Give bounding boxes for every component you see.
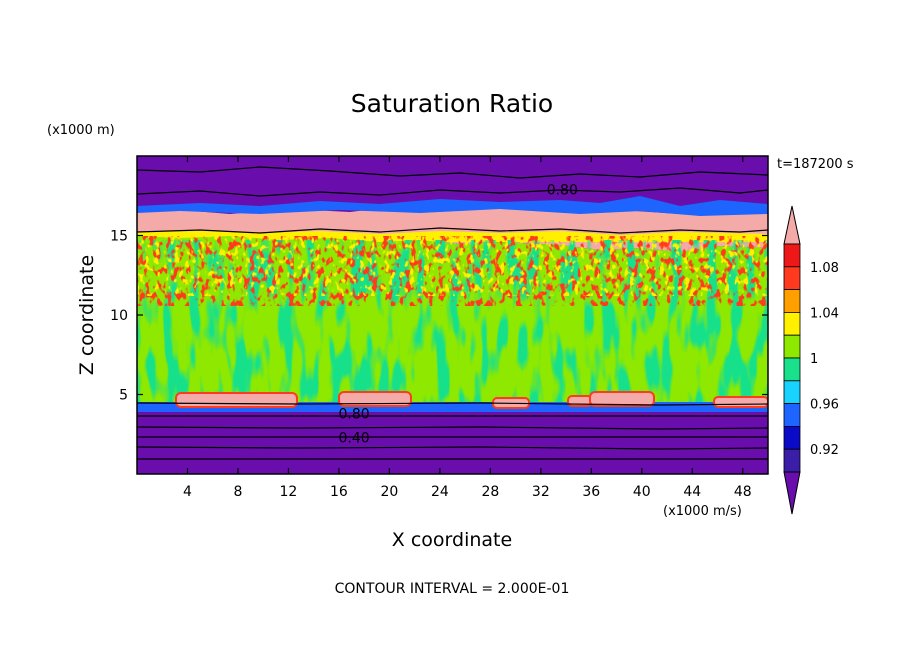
colorbar-bin bbox=[783, 266, 801, 290]
contour-label: 0.40 bbox=[338, 430, 369, 446]
colorbar: 0.92 0.96 1 1.04 1.08 bbox=[783, 205, 839, 515]
x-tick-label: 44 bbox=[683, 484, 701, 500]
colorbar-bin bbox=[783, 243, 801, 268]
contour-label: 0.80 bbox=[338, 407, 369, 423]
contour-labels: 0.80 0.80 0.40 bbox=[338, 182, 577, 446]
x-tick-label: 20 bbox=[380, 484, 398, 500]
x-axis-label: X coordinate bbox=[392, 529, 512, 551]
colorbar-label: 0.96 bbox=[810, 398, 839, 413]
x-tick-label: 40 bbox=[633, 484, 651, 500]
colorbar-label: 1.04 bbox=[810, 306, 839, 321]
dry-base-band bbox=[137, 412, 768, 474]
blue-edge-band bbox=[137, 196, 768, 216]
contour-label: 0.80 bbox=[547, 182, 578, 198]
colorbar-label: 0.92 bbox=[810, 443, 839, 458]
contour-lines bbox=[137, 166, 768, 460]
colorbar-label: 1 bbox=[810, 352, 818, 367]
y-axis-ticks: 5 10 15 bbox=[110, 229, 768, 404]
x-tick-label: 8 bbox=[233, 484, 242, 500]
colorbar-bin bbox=[783, 425, 801, 450]
x-tick-label: 32 bbox=[532, 484, 550, 500]
x-tick-label: 28 bbox=[481, 484, 499, 500]
colorbar-bin bbox=[783, 380, 801, 404]
x-tick-label: 16 bbox=[330, 484, 348, 500]
contour-interval-footer: CONTOUR INTERVAL = 2.000E-01 bbox=[335, 581, 570, 597]
y-axis-label: Z coordinate bbox=[76, 255, 98, 375]
x-axis-ticks: 4 8 12 16 20 24 28 32 36 40 44 48 bbox=[183, 156, 752, 500]
x-tick-label: 48 bbox=[734, 484, 752, 500]
colorbar-bin bbox=[783, 334, 801, 359]
colorbar-bin bbox=[783, 311, 801, 336]
y-tick-label: 5 bbox=[119, 388, 128, 404]
x-unit-label: (x1000 m/s) bbox=[663, 504, 742, 519]
colorbar-bin bbox=[783, 357, 801, 382]
colorbar-label: 1.08 bbox=[810, 261, 839, 276]
x-tick-label: 36 bbox=[582, 484, 600, 500]
chart-title: Saturation Ratio bbox=[351, 89, 553, 118]
colorbar-bottom-arrow bbox=[783, 471, 801, 515]
time-label: t=187200 s bbox=[777, 157, 854, 172]
y-tick-label: 15 bbox=[110, 229, 128, 245]
y-tick-label: 10 bbox=[110, 308, 128, 324]
x-tick-label: 4 bbox=[183, 484, 192, 500]
colorbar-bin bbox=[783, 289, 801, 313]
plot-area bbox=[137, 156, 768, 474]
y-unit-label: (x1000 m) bbox=[47, 123, 115, 138]
blue-base-band bbox=[137, 402, 768, 412]
colorbar-bin bbox=[783, 403, 801, 427]
colorbar-top-arrow bbox=[783, 205, 801, 245]
x-tick-label: 12 bbox=[280, 484, 298, 500]
x-tick-label: 24 bbox=[431, 484, 449, 500]
speckle-texture-yellow bbox=[137, 236, 768, 296]
colorbar-bin bbox=[783, 448, 801, 473]
